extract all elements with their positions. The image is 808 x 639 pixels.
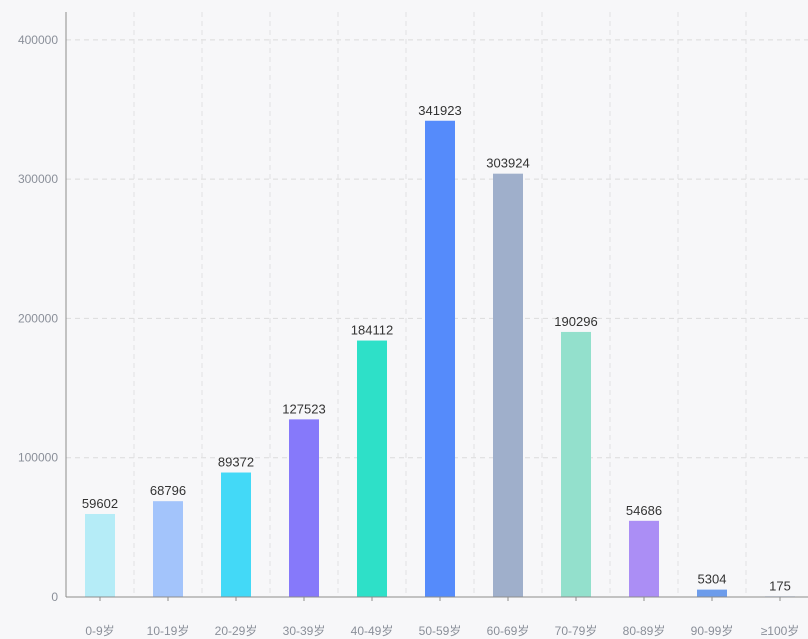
data-label: 184112 <box>351 323 393 338</box>
x-tick-label: 20-29岁 <box>215 623 258 638</box>
y-tick-label: 100000 <box>18 451 58 465</box>
bar <box>153 501 183 597</box>
data-label: 59602 <box>82 496 118 511</box>
x-tick-label: 80-89岁 <box>623 623 666 638</box>
bar <box>289 419 319 597</box>
bar <box>425 120 455 597</box>
bar <box>357 340 387 597</box>
y-tick-label: 300000 <box>18 172 58 186</box>
bar <box>85 513 115 597</box>
x-tick-label: 50-59岁 <box>419 623 462 638</box>
x-tick-label: 40-49岁 <box>351 623 394 638</box>
x-tick-label: 60-69岁 <box>487 623 530 638</box>
data-label: 175 <box>769 578 791 593</box>
data-label: 68796 <box>150 483 186 498</box>
x-tick-label: 70-79岁 <box>555 623 598 638</box>
data-label: 5304 <box>698 572 727 587</box>
bar <box>493 173 523 597</box>
bar <box>561 331 591 597</box>
data-label: 89372 <box>218 455 254 470</box>
data-labels: 59602 68796 89372 127523 184112 341923 303924 1… <box>82 103 791 594</box>
data-label: 127523 <box>282 401 325 416</box>
y-tick-label: 0 <box>51 590 58 604</box>
x-tick-label: 10-19岁 <box>147 623 190 638</box>
bar <box>221 472 251 597</box>
data-label: 54686 <box>626 503 662 518</box>
x-tick-label: 0-9岁 <box>85 623 114 638</box>
x-axis-ticks: 0-9岁 10-19岁 20-29岁 30-39岁 40-49岁 50-59岁 60-69岁… <box>85 597 799 638</box>
data-label: 341923 <box>418 103 461 118</box>
y-axis-ticks: 0 100000 200000 300000 400000 <box>18 33 58 604</box>
y-tick-label: 200000 <box>18 311 58 325</box>
bar <box>629 520 659 597</box>
y-tick-label: 400000 <box>18 33 58 47</box>
x-tick-label: ≥100岁 <box>761 623 800 638</box>
data-label: 303924 <box>486 156 529 171</box>
data-label: 190296 <box>554 314 597 329</box>
x-tick-label: 30-39岁 <box>283 623 326 638</box>
x-tick-label: 90-99岁 <box>691 623 734 638</box>
bars <box>85 120 795 597</box>
bar <box>697 589 727 597</box>
